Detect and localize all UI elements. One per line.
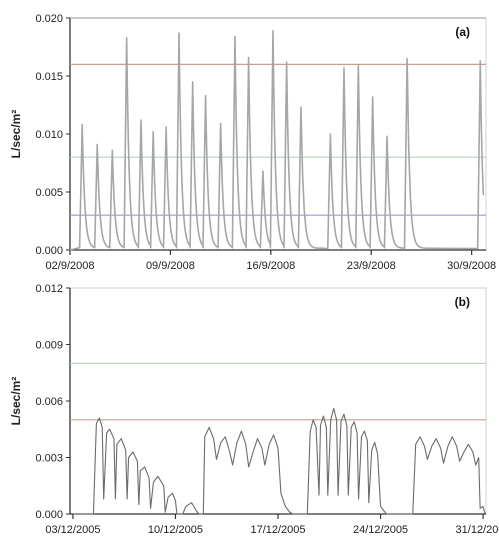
x-tick-label: 31/12/2005 (456, 524, 499, 536)
y-tick-label: 0.000 (35, 245, 63, 257)
y-tick-label: 0.006 (35, 396, 63, 408)
panel-label: (b) (455, 295, 470, 309)
x-tick-label: 17/12/2005 (250, 524, 305, 536)
plot-frame (69, 287, 487, 515)
y-tick-label: 0.000 (35, 509, 63, 521)
chart-panel-a: 0.000 0.005 0.010 0.015 0.020 02/9/2008 09/9/2… (9, 13, 496, 272)
x-tick-label: 10/12/2005 (148, 524, 203, 536)
y-tick-label: 0.015 (35, 71, 63, 83)
runoff-series-line (72, 407, 487, 515)
x-tick-label: 24/12/2005 (353, 524, 408, 536)
y-tick-label: 0.020 (35, 13, 63, 25)
x-tick-label: 02/9/2008 (46, 260, 95, 272)
y-axis-label: L/sec/m² (9, 110, 23, 159)
y-axis-label: L/sec/m² (9, 377, 23, 426)
x-tick-label: 03/12/2005 (45, 524, 100, 536)
runoff-series-line (69, 29, 485, 251)
y-tick-label: 0.003 (35, 453, 63, 465)
y-tick-label: 0.010 (35, 129, 63, 141)
x-tick-label: 09/9/2008 (146, 260, 195, 272)
y-tick-label: 0.005 (35, 187, 63, 199)
y-tick-label: 0.012 (35, 283, 63, 295)
x-tick-label: 16/9/2008 (246, 260, 295, 272)
panel-label: (a) (455, 25, 470, 39)
y-tick-label: 0.009 (35, 340, 63, 352)
x-tick-label: 23/9/2008 (347, 260, 396, 272)
chart-panel-b: 0.000 0.003 0.006 0.009 0.012 03/12/2005 10/12… (9, 283, 499, 536)
x-tick-label: 30/9/2008 (447, 260, 496, 272)
